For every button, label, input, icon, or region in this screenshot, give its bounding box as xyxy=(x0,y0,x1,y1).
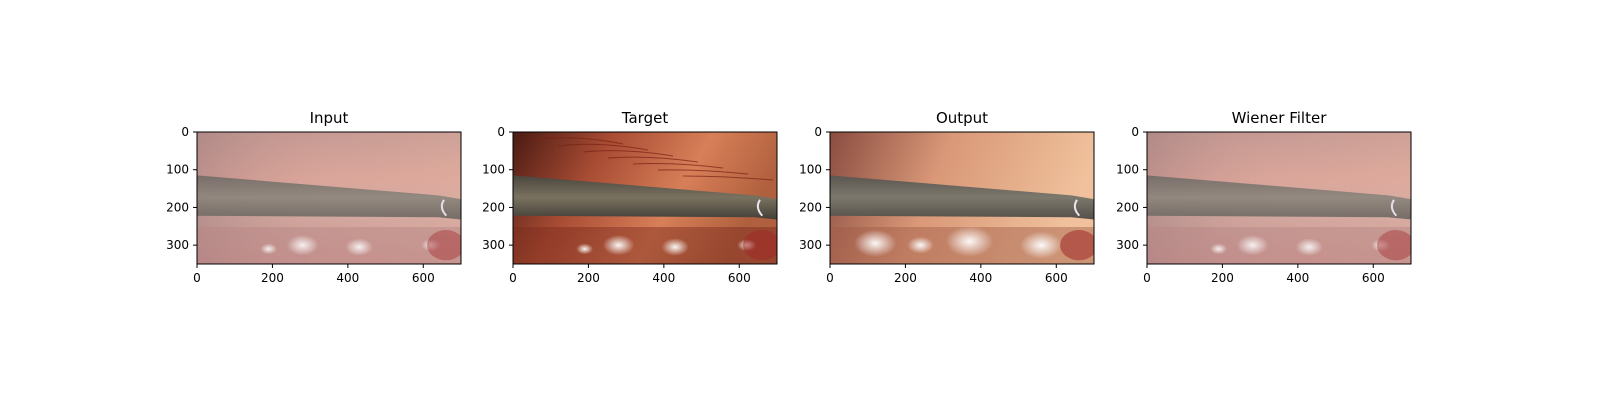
panel-wiener: Wiener Filter 0 100 200 300 0 200 400 600 xyxy=(1116,109,1412,285)
panel-title: Wiener Filter xyxy=(1232,109,1328,127)
y-tick-label: 0 xyxy=(497,125,505,139)
x-tick-label: 400 xyxy=(1286,271,1309,285)
y-tick-label: 300 xyxy=(1116,238,1139,252)
x-tick-label: 200 xyxy=(261,271,284,285)
y-tick-label: 0 xyxy=(181,125,189,139)
y-tick-label: 200 xyxy=(1116,200,1139,214)
x-tick-label: 0 xyxy=(509,271,517,285)
axes-frame xyxy=(1146,131,1412,265)
x-tick-label: 600 xyxy=(412,271,435,285)
target-image xyxy=(513,132,777,264)
y-tick-label: 200 xyxy=(166,200,189,214)
y-tick-label: 200 xyxy=(799,200,822,214)
y-tick-label: 300 xyxy=(166,238,189,252)
y-tick-label: 0 xyxy=(1131,125,1139,139)
y-tick-label: 300 xyxy=(799,238,822,252)
x-tick-label: 400 xyxy=(652,271,675,285)
x-tick-label: 200 xyxy=(894,271,917,285)
axes-frame xyxy=(512,131,778,265)
axes-frame xyxy=(196,131,462,265)
panel-title: Output xyxy=(936,109,988,127)
x-tick-label: 600 xyxy=(728,271,751,285)
panel-title: Target xyxy=(621,109,669,127)
input-image xyxy=(197,132,461,264)
y-tick-label: 300 xyxy=(482,238,505,252)
panel-input: Input 0 100 200 300 0 200 400 600 xyxy=(166,109,462,285)
panel-target: Target 0 100 200 300 0 200 400 600 xyxy=(482,109,778,285)
x-tick-label: 0 xyxy=(826,271,834,285)
y-tick-label: 100 xyxy=(166,163,189,177)
x-tick-label: 200 xyxy=(577,271,600,285)
panel-output: Output 0 100 200 300 0 200 400 600 xyxy=(799,109,1095,285)
x-tick-label: 0 xyxy=(193,271,201,285)
x-tick-label: 600 xyxy=(1362,271,1385,285)
y-tick-label: 0 xyxy=(814,125,822,139)
x-tick-label: 400 xyxy=(336,271,359,285)
y-tick-label: 100 xyxy=(1116,163,1139,177)
x-tick-label: 0 xyxy=(1143,271,1151,285)
y-tick-label: 100 xyxy=(799,163,822,177)
panel-title: Input xyxy=(310,109,349,127)
axes-frame xyxy=(829,131,1095,265)
x-tick-label: 600 xyxy=(1045,271,1068,285)
y-tick-label: 200 xyxy=(482,200,505,214)
x-tick-label: 400 xyxy=(969,271,992,285)
y-tick-label: 100 xyxy=(482,163,505,177)
x-tick-label: 200 xyxy=(1211,271,1234,285)
output-image xyxy=(830,132,1094,264)
wiener-image xyxy=(1147,132,1411,264)
